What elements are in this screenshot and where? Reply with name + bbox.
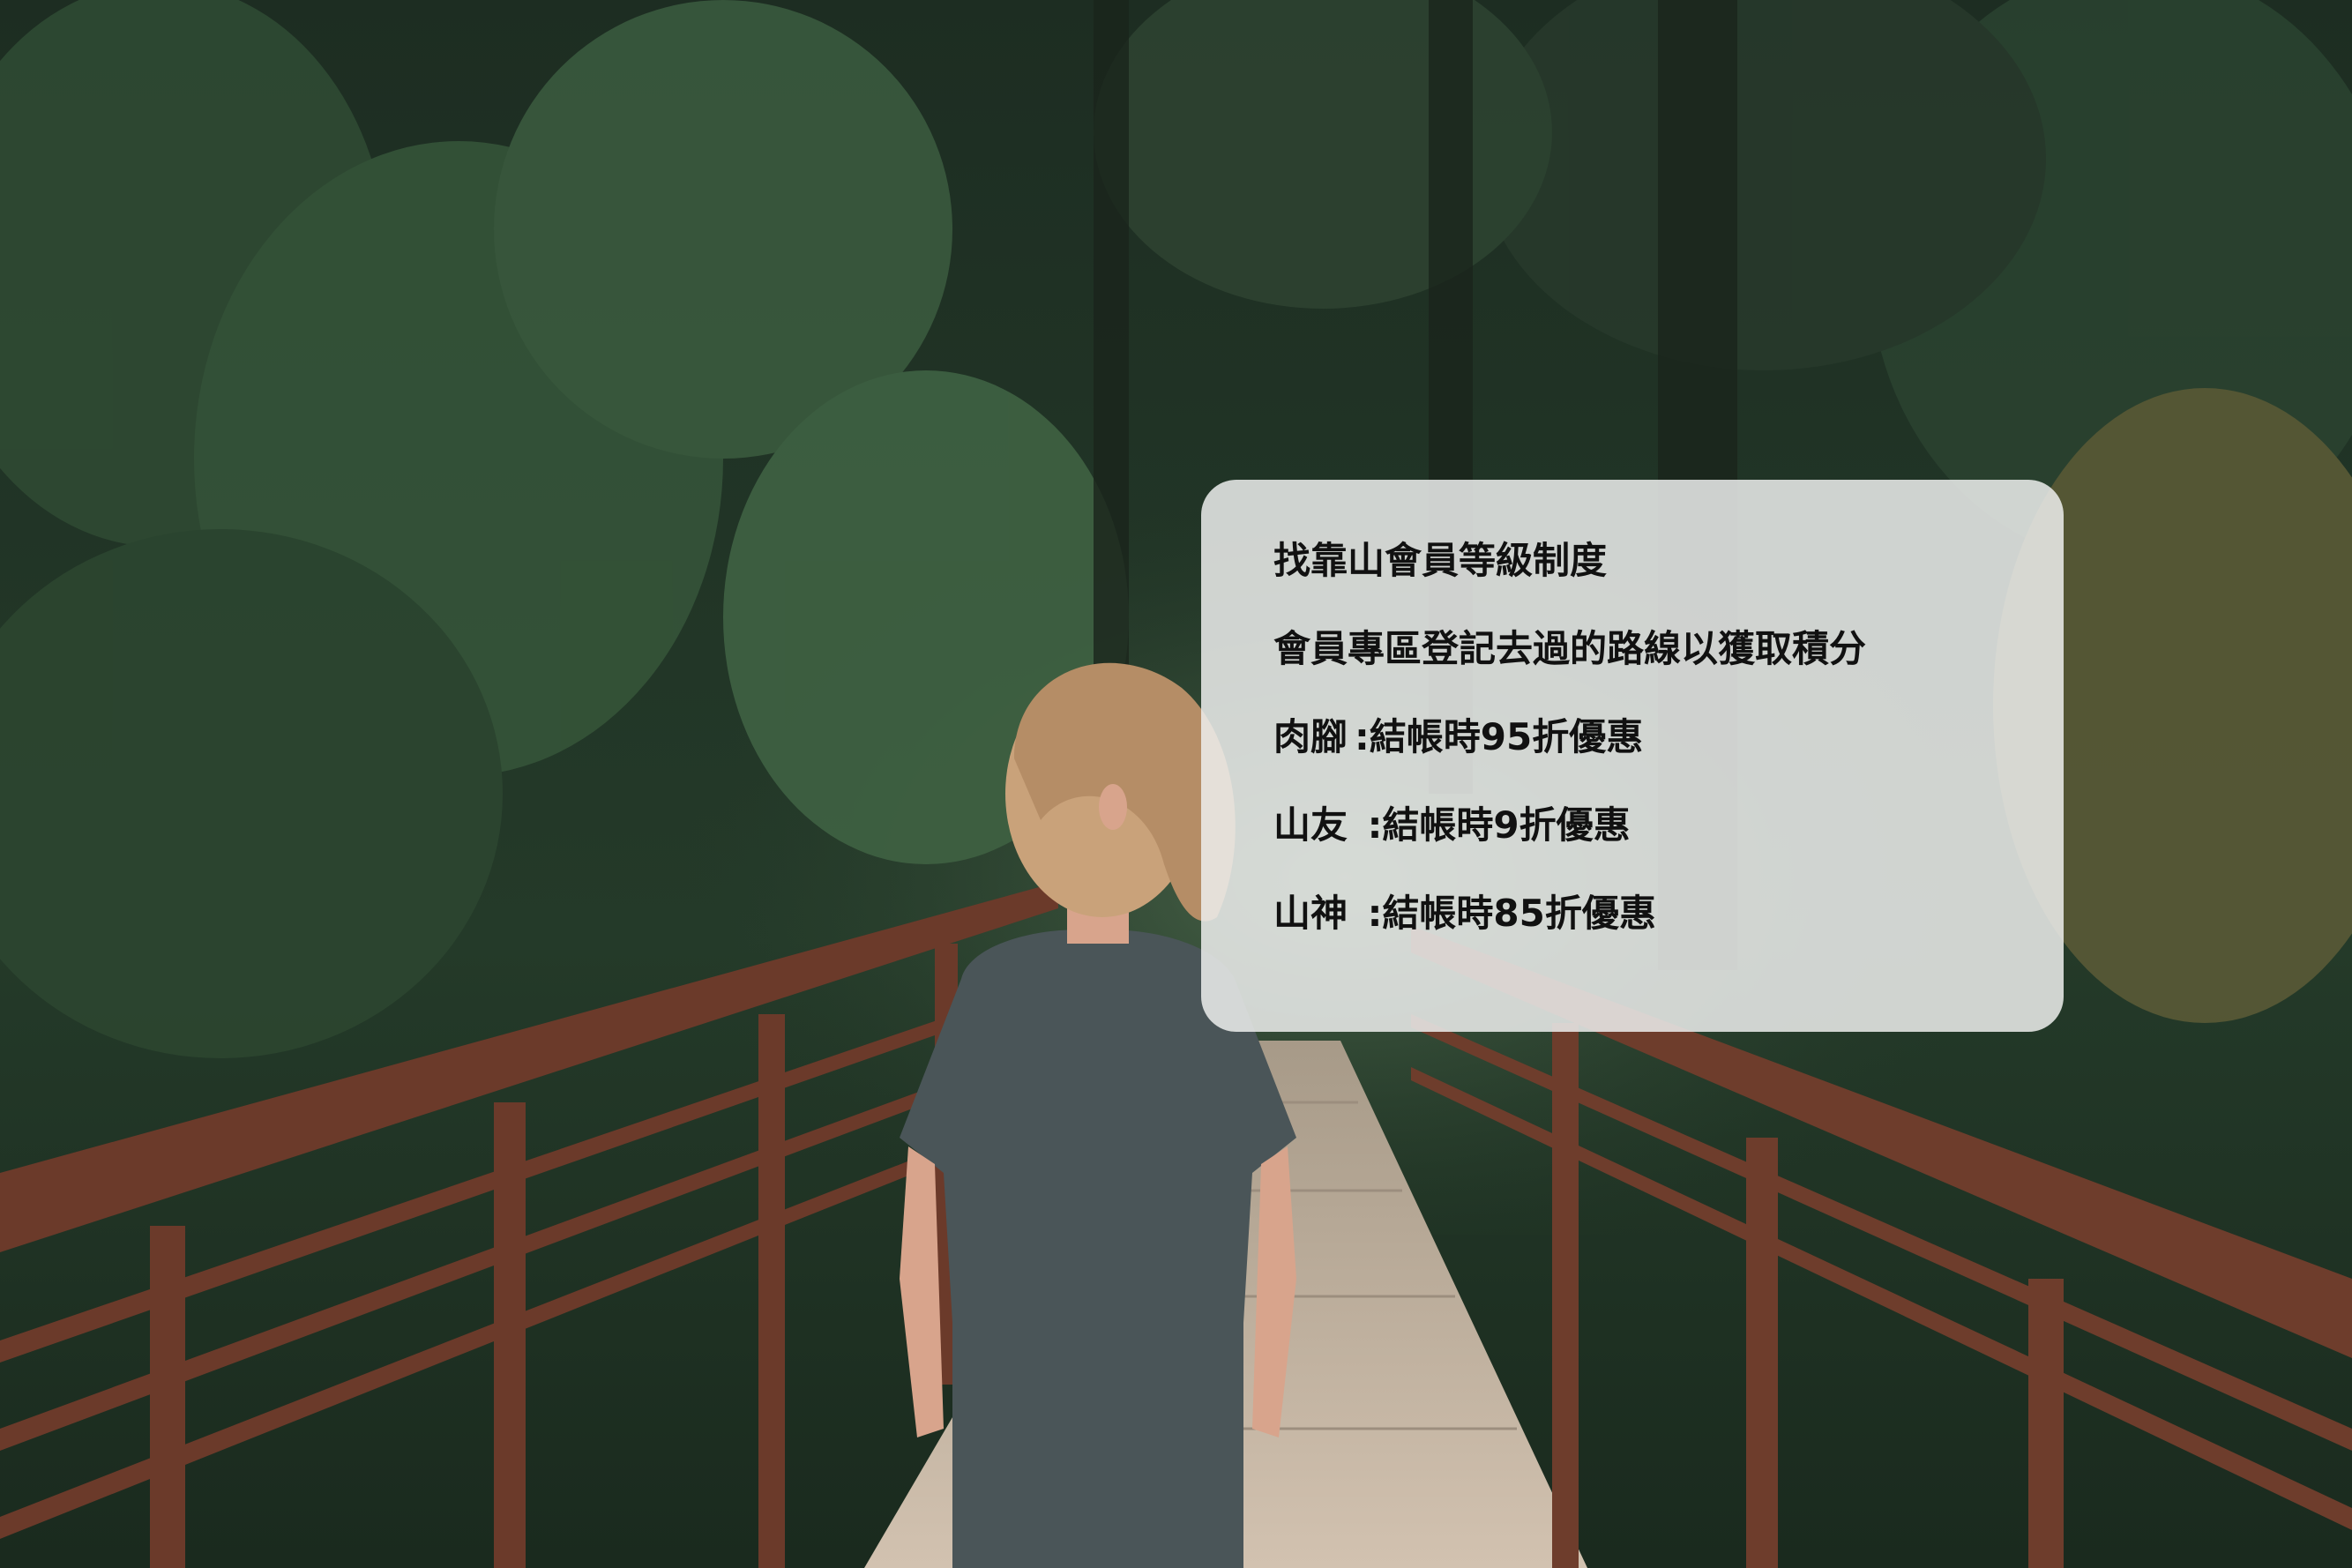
- tier-row-roujiao: 肉腳: 結帳時95折優惠: [1273, 714, 2064, 760]
- tier-separator: :: [1355, 892, 1383, 935]
- tier-name: 山友: [1273, 803, 1348, 847]
- tier-separator: :: [1355, 715, 1370, 758]
- tier-name: 肉腳: [1273, 715, 1348, 758]
- left-railing: [0, 882, 1058, 1568]
- person-shirt: [900, 930, 1296, 1568]
- tier-row-shanshen: 山神 : 結帳時85折優惠: [1273, 891, 2064, 937]
- person-arm-right: [1252, 1146, 1296, 1437]
- person-arm-left: [900, 1146, 944, 1437]
- person-walking: [900, 662, 1296, 1568]
- tier-name: 山神: [1273, 892, 1348, 935]
- person-ear: [1099, 784, 1127, 830]
- card-title: 找靠山會員等級制度: [1273, 539, 1608, 582]
- tier-benefit: 結帳時95折優惠: [1369, 715, 1644, 758]
- card-subtitle: 會員專區登記去過的路線以獲取積分: [1273, 627, 1867, 670]
- tier-benefit: 結帳時9折優惠: [1382, 803, 1631, 847]
- tier-row-shanyou: 山友 : 結帳時9折優惠: [1273, 803, 2064, 848]
- tree-foliage: [0, 0, 2352, 1058]
- tier-benefit: 結帳時85折優惠: [1382, 892, 1656, 935]
- right-railing: [1411, 926, 2352, 1568]
- tier-separator: :: [1355, 803, 1383, 847]
- person-hair: [1014, 662, 1236, 922]
- membership-info-card: 找靠山會員等級制度 會員專區登記去過的路線以獲取積分 肉腳: 結帳時95折優惠 山…: [1201, 480, 2064, 1032]
